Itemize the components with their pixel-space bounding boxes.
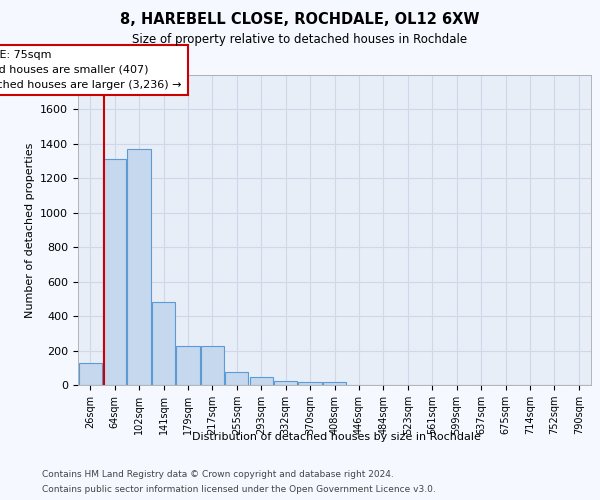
Bar (103, 160, 126, 385)
Bar (176, 346, 200, 385)
Y-axis label: Number of detached properties: Number of detached properties (25, 142, 35, 318)
Bar (152, 302, 175, 385)
Bar (79, 362, 102, 385)
Text: Contains public sector information licensed under the Open Government Licence v3: Contains public sector information licen… (42, 485, 436, 494)
Bar (323, 382, 346, 385)
Bar (250, 377, 273, 385)
Bar (225, 372, 248, 385)
Bar (298, 382, 322, 385)
Text: Distribution of detached houses by size in Rochdale: Distribution of detached houses by size … (191, 432, 481, 442)
Text: Size of property relative to detached houses in Rochdale: Size of property relative to detached ho… (133, 32, 467, 46)
Text: Contains HM Land Registry data © Crown copyright and database right 2024.: Contains HM Land Registry data © Crown c… (42, 470, 394, 479)
Bar (127, 149, 151, 385)
Bar (274, 380, 297, 385)
Text: 8, HAREBELL CLOSE, ROCHDALE, OL12 6XW: 8, HAREBELL CLOSE, ROCHDALE, OL12 6XW (120, 12, 480, 28)
Bar (201, 346, 224, 385)
Text: 8 HAREBELL CLOSE: 75sqm
← 11% of detached houses are smaller (407)
88% of semi-d: 8 HAREBELL CLOSE: 75sqm ← 11% of detache… (0, 50, 182, 90)
